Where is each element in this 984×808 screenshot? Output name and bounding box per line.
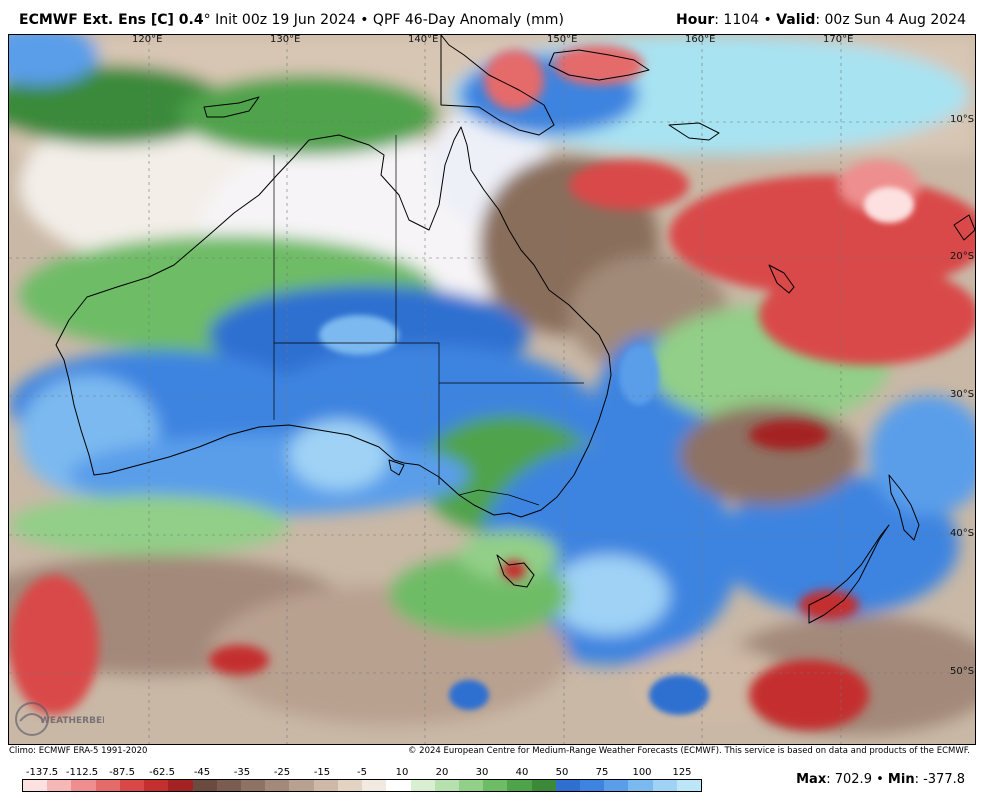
grid-lines xyxy=(9,35,975,744)
colorbar-swatches xyxy=(22,779,702,792)
colorbar-label: 20 xyxy=(435,767,449,778)
colorbar-label: -5 xyxy=(357,767,367,778)
lon-label-140: 140°E xyxy=(408,34,439,45)
max-min-stats: Max: 702.9 • Min: -377.8 xyxy=(796,772,965,787)
colorbar-label: 100 xyxy=(632,767,652,778)
colorbar-swatch xyxy=(362,780,387,791)
colorbar: -137.5 -112.5 -87.5 -62.5 -45 -35 -25 -15 -5 10 20… xyxy=(22,767,702,793)
colorbar-swatch xyxy=(555,780,581,791)
colorbar-swatch xyxy=(337,780,363,791)
climo-note: Climo: ECMWF ERA-5 1991-2020 xyxy=(9,746,148,756)
model-name: ECMWF Ext. Ens [C] 0.4 xyxy=(19,12,204,28)
colorbar-swatch xyxy=(507,780,532,791)
colorbar-swatch xyxy=(676,780,702,791)
colorbar-swatch xyxy=(628,780,653,791)
lon-label-160: 160°E xyxy=(685,34,716,45)
colorbar-swatch xyxy=(289,780,314,791)
colorbar-swatch xyxy=(192,780,217,791)
colorbar-swatch xyxy=(144,780,169,791)
wet-highlights xyxy=(319,187,914,715)
colorbar-swatch xyxy=(386,780,411,791)
state-borders xyxy=(273,135,584,506)
max-label: Max xyxy=(796,772,827,787)
colorbar-swatch xyxy=(580,780,605,791)
coastlines xyxy=(55,35,975,624)
anomaly-map xyxy=(8,34,976,745)
dry-anomalies xyxy=(9,45,975,730)
hour-label: Hour xyxy=(676,12,715,28)
colorbar-swatch xyxy=(652,780,677,791)
valid-value: : 00z Sun 4 Aug 2024 xyxy=(815,12,966,28)
colorbar-label: -87.5 xyxy=(109,767,135,778)
colorbar-swatch xyxy=(410,780,435,791)
colorbar-swatch xyxy=(531,780,556,791)
colorbar-swatch xyxy=(47,780,72,791)
colorbar-swatch xyxy=(483,780,508,791)
valid-label: Valid xyxy=(776,12,816,28)
colorbar-swatch xyxy=(313,780,338,791)
colorbar-swatch xyxy=(240,780,266,791)
colorbar-label: -112.5 xyxy=(65,767,99,778)
colorbar-label: 50 xyxy=(555,767,569,778)
colorbar-label: -137.5 xyxy=(25,767,59,778)
min-value: : -377.8 xyxy=(914,772,965,787)
lon-label-120: 120°E xyxy=(132,34,163,45)
colorbar-swatch xyxy=(265,780,290,791)
lat-label-40s: 40°S xyxy=(950,528,975,539)
header: ECMWF Ext. Ens [C] 0.4° Init 00z 19 Jun … xyxy=(0,0,984,34)
lat-label-50s: 50°S xyxy=(950,666,975,677)
copyright-note: © 2024 European Centre for Medium-Range … xyxy=(407,746,970,756)
lat-label-20s: 20°S xyxy=(950,251,975,262)
colorbar-label: 125 xyxy=(672,767,692,778)
colorbar-swatch xyxy=(216,780,241,791)
lon-label-130: 130°E xyxy=(270,34,301,45)
hour-value: : 1104 xyxy=(714,12,760,28)
colorbar-label: -35 xyxy=(233,767,251,778)
colorbar-label: -25 xyxy=(273,767,291,778)
lat-label-10s: 10°S xyxy=(950,114,975,125)
lon-label-150: 150°E xyxy=(547,34,578,45)
colorbar-swatch xyxy=(95,780,120,791)
lon-label-170: 170°E xyxy=(823,34,854,45)
map-canvas xyxy=(9,35,975,744)
colorbar-label: 10 xyxy=(395,767,409,778)
colorbar-label: -45 xyxy=(193,767,211,778)
colorbar-swatch xyxy=(434,780,459,791)
colorbar-label: 30 xyxy=(475,767,489,778)
colorbar-label: -62.5 xyxy=(149,767,175,778)
colorbar-labels: -137.5 -112.5 -87.5 -62.5 -45 -35 -25 -15 -5 10 20… xyxy=(22,767,702,779)
colorbar-swatch xyxy=(119,780,145,791)
colorbar-swatch xyxy=(71,780,96,791)
min-label: Min xyxy=(887,772,915,787)
colorbar-label: 40 xyxy=(515,767,529,778)
weatherbell-logo: WEATHERBELL xyxy=(15,702,104,736)
max-value: : 702.9 xyxy=(826,772,872,787)
svg-text:WEATHERBELL: WEATHERBELL xyxy=(40,716,104,726)
product-name: QPF 46-Day Anomaly (mm) xyxy=(372,12,564,28)
colorbar-label: -15 xyxy=(313,767,331,778)
colorbar-swatch xyxy=(23,780,48,791)
anomaly-field xyxy=(9,35,975,735)
lat-label-30s: 30°S xyxy=(950,389,975,400)
colorbar-swatch xyxy=(458,780,484,791)
init-time: Init 00z 19 Jun 2024 xyxy=(215,12,356,28)
colorbar-label: 75 xyxy=(595,767,609,778)
map-title: ECMWF Ext. Ens [C] 0.4° Init 00z 19 Jun … xyxy=(19,12,564,28)
valid-time: Hour: 1104 • Valid: 00z Sun 4 Aug 2024 xyxy=(676,12,966,28)
colorbar-swatch xyxy=(604,780,629,791)
colorbar-swatch xyxy=(168,780,193,791)
